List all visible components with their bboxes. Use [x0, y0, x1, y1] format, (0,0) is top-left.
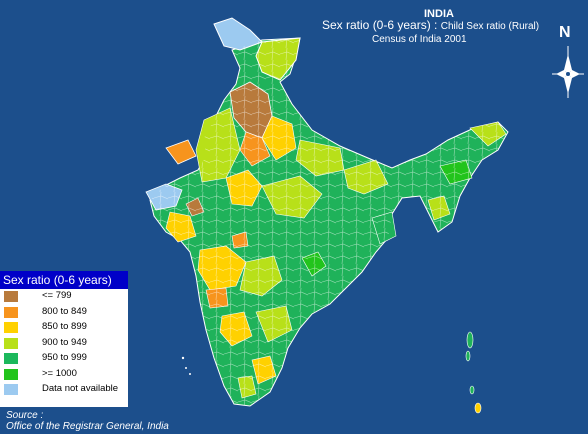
legend-item: 950 to 999 [0, 351, 128, 367]
legend-item: >= 1000 [0, 367, 128, 383]
north-label: N [559, 24, 571, 41]
legend-item-label: 900 to 949 [42, 336, 87, 348]
legend-item-label: 850 to 899 [42, 321, 87, 332]
legend-swatch [4, 322, 18, 333]
legend-swatch [4, 291, 18, 302]
map-title-block: INDIA Sex ratio (0-6 years) : Child Sex … [0, 0, 588, 50]
legend-title: Sex ratio (0-6 years) [0, 271, 128, 289]
map-title: Sex ratio (0-6 years) : Child Sex ratio … [322, 18, 539, 32]
source-text: Office of the Registrar General, India [6, 421, 169, 432]
legend-item: <= 799 [0, 289, 128, 305]
andaman-nicobar-islands [465, 331, 482, 414]
country-title: INDIA [424, 8, 454, 20]
source-note: Source : Office of the Registrar General… [6, 410, 169, 432]
legend-swatch [4, 384, 18, 395]
north-arrow: N [550, 24, 586, 100]
legend-item-label: 800 to 849 [42, 305, 87, 317]
legend-item: 800 to 849 [0, 305, 128, 321]
legend-swatch [4, 368, 18, 380]
compass-rose-icon [552, 46, 584, 98]
map-subtitle: Child Sex ratio (Rural) [440, 21, 540, 32]
source-label: Source : [6, 410, 44, 421]
legend-swatch [4, 337, 18, 349]
legend-item: Data not available [0, 382, 128, 398]
legend-swatch [4, 353, 18, 364]
legend-item-label: 950 to 999 [42, 352, 87, 363]
census-label: Census of India 2001 [372, 34, 467, 45]
legend-item-label: >= 1000 [42, 367, 77, 379]
legend-item-label: Data not available [42, 383, 119, 394]
map-title-main: Sex ratio (0-6 years) : [322, 18, 438, 32]
legend-items: <= 799 800 to 849 850 to 899 900 to 949 950 … [0, 289, 128, 398]
legend-item-label: <= 799 [42, 290, 72, 301]
legend-item: 850 to 899 [0, 320, 128, 336]
legend-item: 900 to 949 [0, 336, 128, 352]
legend: Sex ratio (0-6 years) <= 799 800 to 849 85… [0, 271, 128, 407]
legend-swatch [4, 306, 18, 318]
